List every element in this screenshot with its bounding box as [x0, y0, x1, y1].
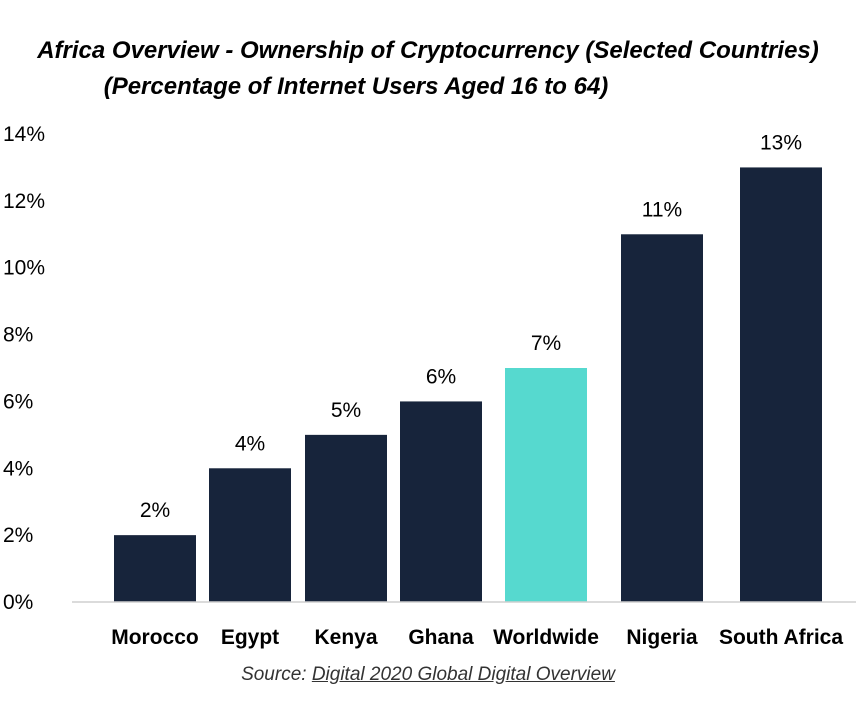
data-label: 6% [426, 365, 456, 388]
chart-title: Africa Overview - Ownership of Cryptocur… [37, 37, 819, 64]
bar-series [114, 167, 822, 603]
data-labels: 2% 4% 5% 6% 7% 11% 13% [140, 131, 802, 522]
y-tick-label: 10% [3, 257, 45, 280]
bar-nigeria [621, 234, 703, 603]
bar-kenya [305, 434, 387, 602]
source-link[interactable]: Digital 2020 Global Digital Overview [311, 664, 615, 685]
data-label: 13% [760, 131, 802, 154]
x-tick-label: Egypt [221, 626, 279, 649]
data-label: 4% [235, 432, 265, 455]
bar-worldwide [505, 368, 587, 602]
y-tick-label: 12% [3, 190, 45, 213]
y-tick-label: 6% [3, 390, 33, 413]
y-tick-label: 0% [3, 591, 33, 614]
bar-south-africa [740, 167, 822, 602]
bar-morocco [114, 535, 196, 602]
source-prefix: Source: [241, 664, 307, 685]
x-tick-label: Worldwide [493, 626, 599, 649]
data-label: 2% [140, 499, 170, 522]
y-tick-label: 8% [3, 324, 33, 347]
bar-egypt [209, 468, 291, 602]
bar-ghana [400, 401, 482, 602]
y-tick-label: 2% [3, 524, 33, 547]
x-tick-label: Kenya [314, 626, 377, 649]
data-label: 5% [331, 399, 361, 422]
data-label: 11% [642, 198, 682, 221]
y-tick-label: 14% [3, 123, 45, 146]
x-axis: Morocco Egypt Kenya Ghana Worldwide Nigeria So… [72, 601, 856, 649]
chart-subtitle: (Percentage of Internet Users Aged 16 to… [103, 73, 609, 100]
y-axis: 0% 2% 4% 6% 8% 10% 12% 14% [3, 123, 45, 614]
x-tick-label: Morocco [111, 626, 199, 649]
x-tick-label: Nigeria [626, 626, 698, 649]
data-label: 7% [531, 332, 561, 355]
y-tick-label: 4% [3, 457, 33, 480]
x-tick-label: South Africa [719, 626, 843, 649]
source-note: Source: Digital 2020 Global Digital Over… [0, 664, 856, 686]
x-tick-label: Ghana [408, 626, 474, 649]
